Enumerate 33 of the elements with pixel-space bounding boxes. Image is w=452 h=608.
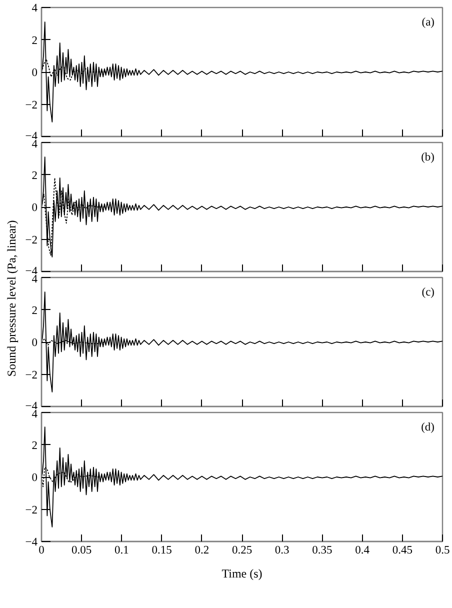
x-tick-label: 0.4	[355, 544, 370, 556]
y-tick-label: 4	[32, 408, 38, 420]
x-tick-label: 0.3	[274, 544, 290, 556]
x-tick-label: 0.05	[72, 544, 92, 556]
annotation: (d)	[421, 422, 435, 434]
x-tick-label: 0.45	[392, 544, 413, 556]
x-tick-label: 0.25	[232, 544, 252, 556]
y-tick-label: 0	[32, 472, 38, 484]
y-tick-label: 2	[32, 34, 38, 47]
y-tick-label: 2	[32, 170, 38, 182]
x-axis-title: Time (s)	[222, 566, 262, 580]
y-tick-label: −2	[25, 504, 38, 516]
x-tick-label: 0.15	[152, 544, 172, 556]
y-tick-label: 0	[32, 67, 38, 79]
y-tick-label: 4	[32, 138, 38, 150]
x-tick-label: 0.35	[312, 544, 333, 556]
y-tick-label: 0	[32, 337, 38, 349]
x-tick-label: 0.2	[194, 544, 210, 556]
x-tick-label: 0.5	[435, 544, 450, 556]
x-tick-label: 0.1	[114, 544, 130, 556]
y-tick-label: −2	[25, 369, 38, 382]
annotation: (c)	[422, 286, 435, 298]
annotation: (b)	[421, 152, 435, 164]
y-tick-label: 4	[32, 2, 38, 14]
y-tick-label: 0	[32, 202, 38, 214]
y-tick-label: −2	[25, 234, 38, 246]
y-tick-label: 4	[32, 274, 38, 286]
y-tick-label: 2	[32, 304, 38, 317]
y-tick-label: 2	[32, 440, 38, 452]
y-axis-title: Sound pressure level (Pa, linear)	[4, 220, 18, 377]
y-tick-label: −2	[25, 99, 38, 112]
annotation: (a)	[422, 16, 435, 28]
y-tick-label: −4	[25, 536, 38, 548]
